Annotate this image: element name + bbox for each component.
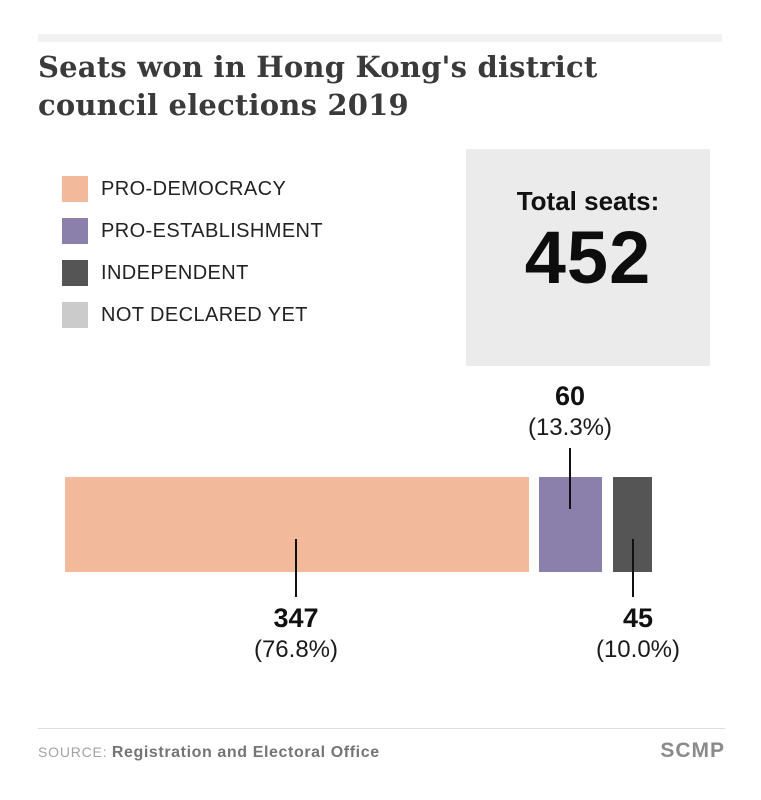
seats-pct-pro-democracy: (76.8%) bbox=[253, 636, 339, 663]
seats-pct-pro-establishment: (13.3%) bbox=[527, 414, 613, 441]
legend: PRO-DEMOCRACY PRO-ESTABLISHMENT INDEPEND… bbox=[62, 176, 323, 344]
source-name: Registration and Electoral Office bbox=[111, 744, 380, 761]
legend-swatch-not-declared-icon bbox=[62, 302, 88, 328]
bar-segment-pro-democracy bbox=[65, 477, 529, 572]
legend-item-independent: INDEPENDENT bbox=[62, 260, 323, 286]
title-line-1: Seats won in Hong Kong's district bbox=[38, 50, 598, 84]
source-prefix: SOURCE: bbox=[38, 744, 108, 760]
scmp-logo: SCMP bbox=[660, 739, 725, 762]
top-accent-bar bbox=[38, 34, 722, 42]
seats-value-pro-democracy: 347 bbox=[273, 603, 319, 633]
legend-label: INDEPENDENT bbox=[101, 261, 249, 284]
total-seats-box: Total seats: 452 bbox=[466, 149, 710, 366]
total-seats-value: 452 bbox=[524, 216, 652, 299]
legend-label: PRO-ESTABLISHMENT bbox=[101, 219, 324, 242]
total-seats-label: Total seats: bbox=[516, 186, 660, 216]
footer: SOURCE: Registration and Electoral Offic… bbox=[38, 739, 725, 763]
callout-line-pro-democracy bbox=[295, 539, 297, 597]
callout-pro-democracy: 347 (76.8%) bbox=[226, 603, 366, 665]
callout-pro-establishment: 60 (13.3%) bbox=[505, 381, 635, 443]
legend-item-not-declared: NOT DECLARED YET bbox=[62, 302, 323, 328]
legend-item-pro-democracy: PRO-DEMOCRACY bbox=[62, 176, 323, 202]
seats-pct-independent: (10.0%) bbox=[595, 636, 681, 663]
legend-swatch-pro-establishment-icon bbox=[62, 218, 88, 244]
legend-swatch-independent-icon bbox=[62, 260, 88, 286]
source-line: SOURCE: Registration and Electoral Offic… bbox=[38, 744, 380, 762]
legend-swatch-pro-democracy-icon bbox=[62, 176, 88, 202]
seats-value-independent: 45 bbox=[622, 603, 654, 633]
legend-label: PRO-DEMOCRACY bbox=[101, 177, 287, 200]
legend-item-pro-establishment: PRO-ESTABLISHMENT bbox=[62, 218, 323, 244]
footer-divider bbox=[38, 728, 725, 729]
title-line-2: council elections 2019 bbox=[38, 88, 409, 122]
legend-label: NOT DECLARED YET bbox=[101, 303, 308, 326]
callout-line-independent bbox=[632, 539, 634, 597]
callout-independent: 45 (10.0%) bbox=[575, 603, 701, 665]
callout-line-pro-establishment bbox=[569, 448, 571, 509]
page-title: Seats won in Hong Kong's district counci… bbox=[38, 48, 688, 124]
seats-value-pro-establishment: 60 bbox=[554, 381, 586, 411]
